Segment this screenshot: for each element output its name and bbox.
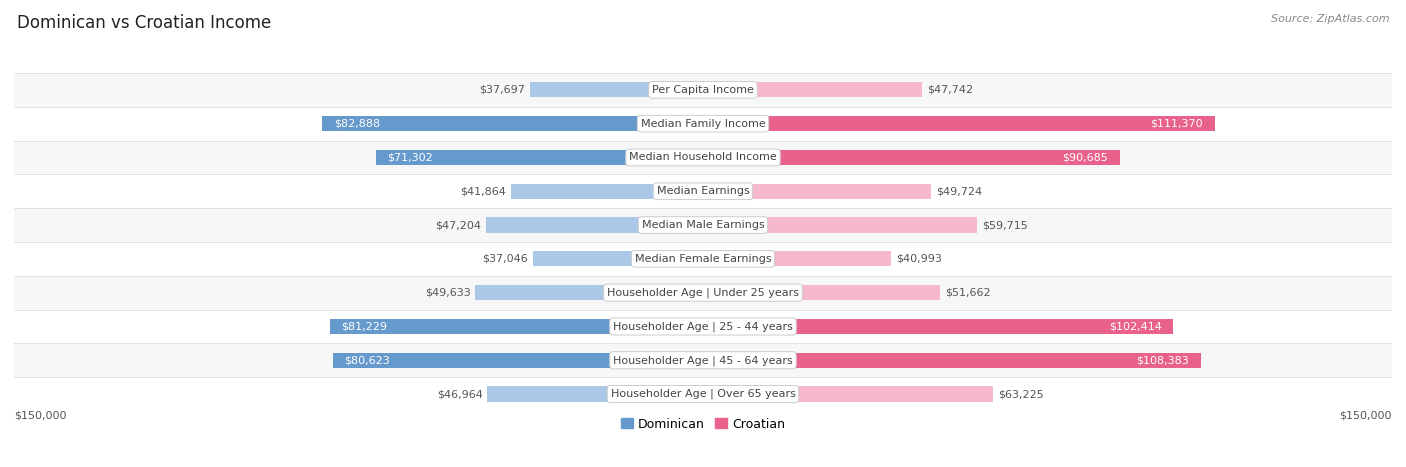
Text: $46,964: $46,964 (437, 389, 482, 399)
Bar (703, 150, 1119, 165)
Text: Householder Age | Over 65 years: Householder Age | Over 65 years (610, 389, 796, 399)
Text: Median Male Earnings: Median Male Earnings (641, 220, 765, 230)
Text: $82,888: $82,888 (333, 119, 380, 128)
FancyBboxPatch shape (14, 276, 1392, 310)
Text: $40,993: $40,993 (896, 254, 942, 264)
Text: Median Family Income: Median Family Income (641, 119, 765, 128)
Bar (703, 387, 994, 402)
Bar (703, 116, 1215, 131)
Text: Median Female Earnings: Median Female Earnings (634, 254, 772, 264)
Text: $47,742: $47,742 (927, 85, 973, 95)
Text: Dominican vs Croatian Income: Dominican vs Croatian Income (17, 14, 271, 32)
Text: Householder Age | 45 - 64 years: Householder Age | 45 - 64 years (613, 355, 793, 366)
FancyBboxPatch shape (14, 174, 1392, 208)
Text: Per Capita Income: Per Capita Income (652, 85, 754, 95)
Text: Householder Age | 25 - 44 years: Householder Age | 25 - 44 years (613, 321, 793, 332)
Bar (330, 319, 703, 334)
Text: $71,302: $71,302 (387, 152, 433, 163)
FancyBboxPatch shape (14, 208, 1392, 242)
Text: $80,623: $80,623 (344, 355, 389, 365)
Text: $111,370: $111,370 (1150, 119, 1204, 128)
Bar (533, 251, 703, 267)
Bar (703, 319, 1174, 334)
Bar (703, 184, 931, 199)
Bar (333, 353, 703, 368)
Bar (322, 116, 703, 131)
Text: $59,715: $59,715 (981, 220, 1028, 230)
Text: $150,000: $150,000 (14, 411, 66, 421)
Text: Median Household Income: Median Household Income (628, 152, 778, 163)
FancyBboxPatch shape (14, 107, 1392, 141)
Text: $51,662: $51,662 (945, 288, 990, 297)
FancyBboxPatch shape (14, 73, 1392, 107)
Text: $102,414: $102,414 (1109, 321, 1161, 332)
Text: $90,685: $90,685 (1063, 152, 1108, 163)
Text: $49,633: $49,633 (425, 288, 471, 297)
Bar (703, 251, 891, 267)
Text: Median Earnings: Median Earnings (657, 186, 749, 196)
Bar (703, 285, 941, 300)
Bar (510, 184, 703, 199)
Text: Householder Age | Under 25 years: Householder Age | Under 25 years (607, 287, 799, 298)
Legend: Dominican, Croatian: Dominican, Croatian (619, 415, 787, 433)
Text: $108,383: $108,383 (1136, 355, 1189, 365)
Text: $49,724: $49,724 (936, 186, 983, 196)
Text: $41,864: $41,864 (460, 186, 506, 196)
Text: $63,225: $63,225 (998, 389, 1043, 399)
Bar (488, 387, 703, 402)
FancyBboxPatch shape (14, 310, 1392, 343)
Text: $37,697: $37,697 (479, 85, 526, 95)
Bar (475, 285, 703, 300)
Bar (486, 218, 703, 233)
Bar (530, 82, 703, 98)
Text: Source: ZipAtlas.com: Source: ZipAtlas.com (1271, 14, 1389, 24)
Text: $150,000: $150,000 (1340, 411, 1392, 421)
FancyBboxPatch shape (14, 343, 1392, 377)
FancyBboxPatch shape (14, 242, 1392, 276)
FancyBboxPatch shape (14, 377, 1392, 411)
FancyBboxPatch shape (14, 141, 1392, 174)
Bar (375, 150, 703, 165)
Bar (703, 353, 1201, 368)
Bar (703, 82, 922, 98)
Text: $47,204: $47,204 (436, 220, 482, 230)
Text: $81,229: $81,229 (342, 321, 388, 332)
Text: $37,046: $37,046 (482, 254, 529, 264)
Bar (703, 218, 977, 233)
